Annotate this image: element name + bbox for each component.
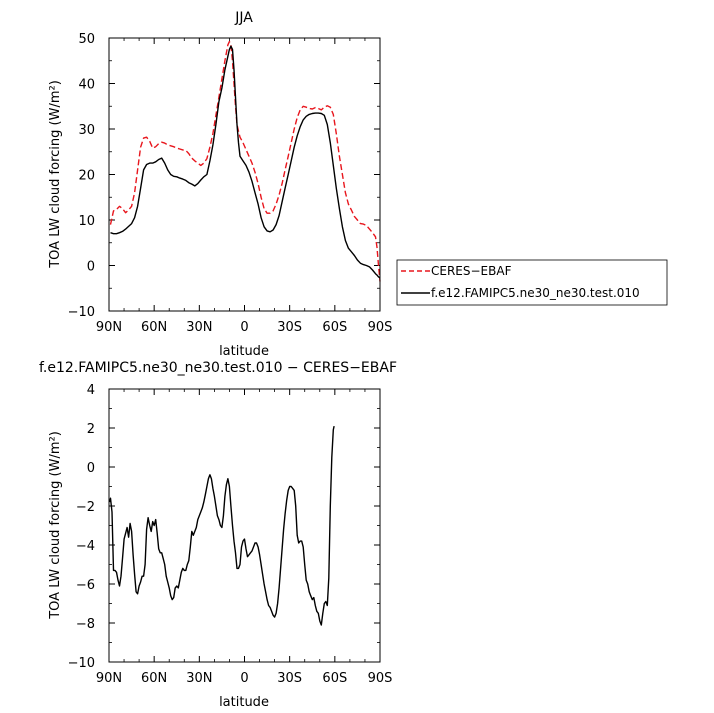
legend-label-ceres: CERES−EBAF xyxy=(431,264,512,278)
bottom-chart-xtick-label: 60N xyxy=(141,671,167,686)
bottom-chart-frame xyxy=(108,388,381,663)
bottom-chart-xtick-label: 90S xyxy=(368,671,393,686)
bottom-chart-ytick-label: 2 xyxy=(87,422,95,437)
bottom-chart-xtick-label: 0 xyxy=(240,671,248,686)
top-chart-xtick-label: 0 xyxy=(240,320,248,335)
top-chart-xlabel: latitude xyxy=(219,344,269,359)
bottom-chart-xtick-label: 90N xyxy=(96,671,122,686)
top-chart-series-line-0 xyxy=(109,40,381,282)
top-chart-title: JJA xyxy=(234,10,253,26)
top-chart-frame xyxy=(108,37,381,312)
top-chart-xtick-label: 30S xyxy=(277,320,302,335)
top-chart-ytick-label: 40 xyxy=(78,78,95,93)
legend: CERES−EBAF f.e12.FAMIPC5.ne30_ne30.test.… xyxy=(396,259,668,306)
bottom-chart-ytick-label: −10 xyxy=(68,656,95,671)
bottom-chart-xtick-label: 60S xyxy=(322,671,347,686)
top-chart-ytick-label: 20 xyxy=(78,169,95,184)
bottom-chart-ytick-label: 4 xyxy=(87,383,95,398)
bottom-chart-ytick-label: −8 xyxy=(76,617,95,632)
top-chart-series-line-1 xyxy=(110,45,381,279)
bottom-chart-title: f.e12.FAMIPC5.ne30_ne30.test.010 − CERES… xyxy=(39,360,397,376)
bottom-chart-xlabel: latitude xyxy=(219,695,269,710)
bottom-chart: f.e12.FAMIPC5.ne30_ne30.test.010 − CERES… xyxy=(39,360,397,710)
top-chart-ytick-label: 30 xyxy=(78,123,95,138)
bottom-chart-ytick-label: −2 xyxy=(76,500,95,515)
top-chart-ytick-label: −10 xyxy=(68,305,95,320)
top-chart-ytick-label: 0 xyxy=(87,260,95,275)
bottom-chart-xtick-label: 30S xyxy=(277,671,302,686)
top-chart-xtick-label: 90S xyxy=(368,320,393,335)
legend-box xyxy=(396,259,668,306)
top-chart-ylabel: TOA LW cloud forcing (W/m²) xyxy=(48,80,63,269)
bottom-chart-ytick-label: 0 xyxy=(87,461,95,476)
top-chart: JJA 90N 60N 30N 0 30S 60S 90S −10 0 10 20 30 40 50 la… xyxy=(48,10,668,359)
bottom-chart-ytick-label: −4 xyxy=(76,539,95,554)
bottom-chart-series-line-0 xyxy=(109,425,335,626)
top-chart-xtick-label: 60S xyxy=(322,320,347,335)
top-chart-ytick-label: 10 xyxy=(78,214,95,229)
top-chart-xtick-label: 90N xyxy=(96,320,122,335)
top-chart-ytick-label: 50 xyxy=(78,32,95,47)
top-chart-xtick-label: 30N xyxy=(186,320,212,335)
bottom-chart-ylabel: TOA LW cloud forcing (W/m²) xyxy=(48,431,63,620)
top-chart-xtick-label: 60N xyxy=(141,320,167,335)
bottom-chart-ytick-label: −6 xyxy=(76,578,95,593)
bottom-chart-xtick-label: 30N xyxy=(186,671,212,686)
legend-label-model: f.e12.FAMIPC5.ne30_ne30.test.010 xyxy=(431,286,640,300)
